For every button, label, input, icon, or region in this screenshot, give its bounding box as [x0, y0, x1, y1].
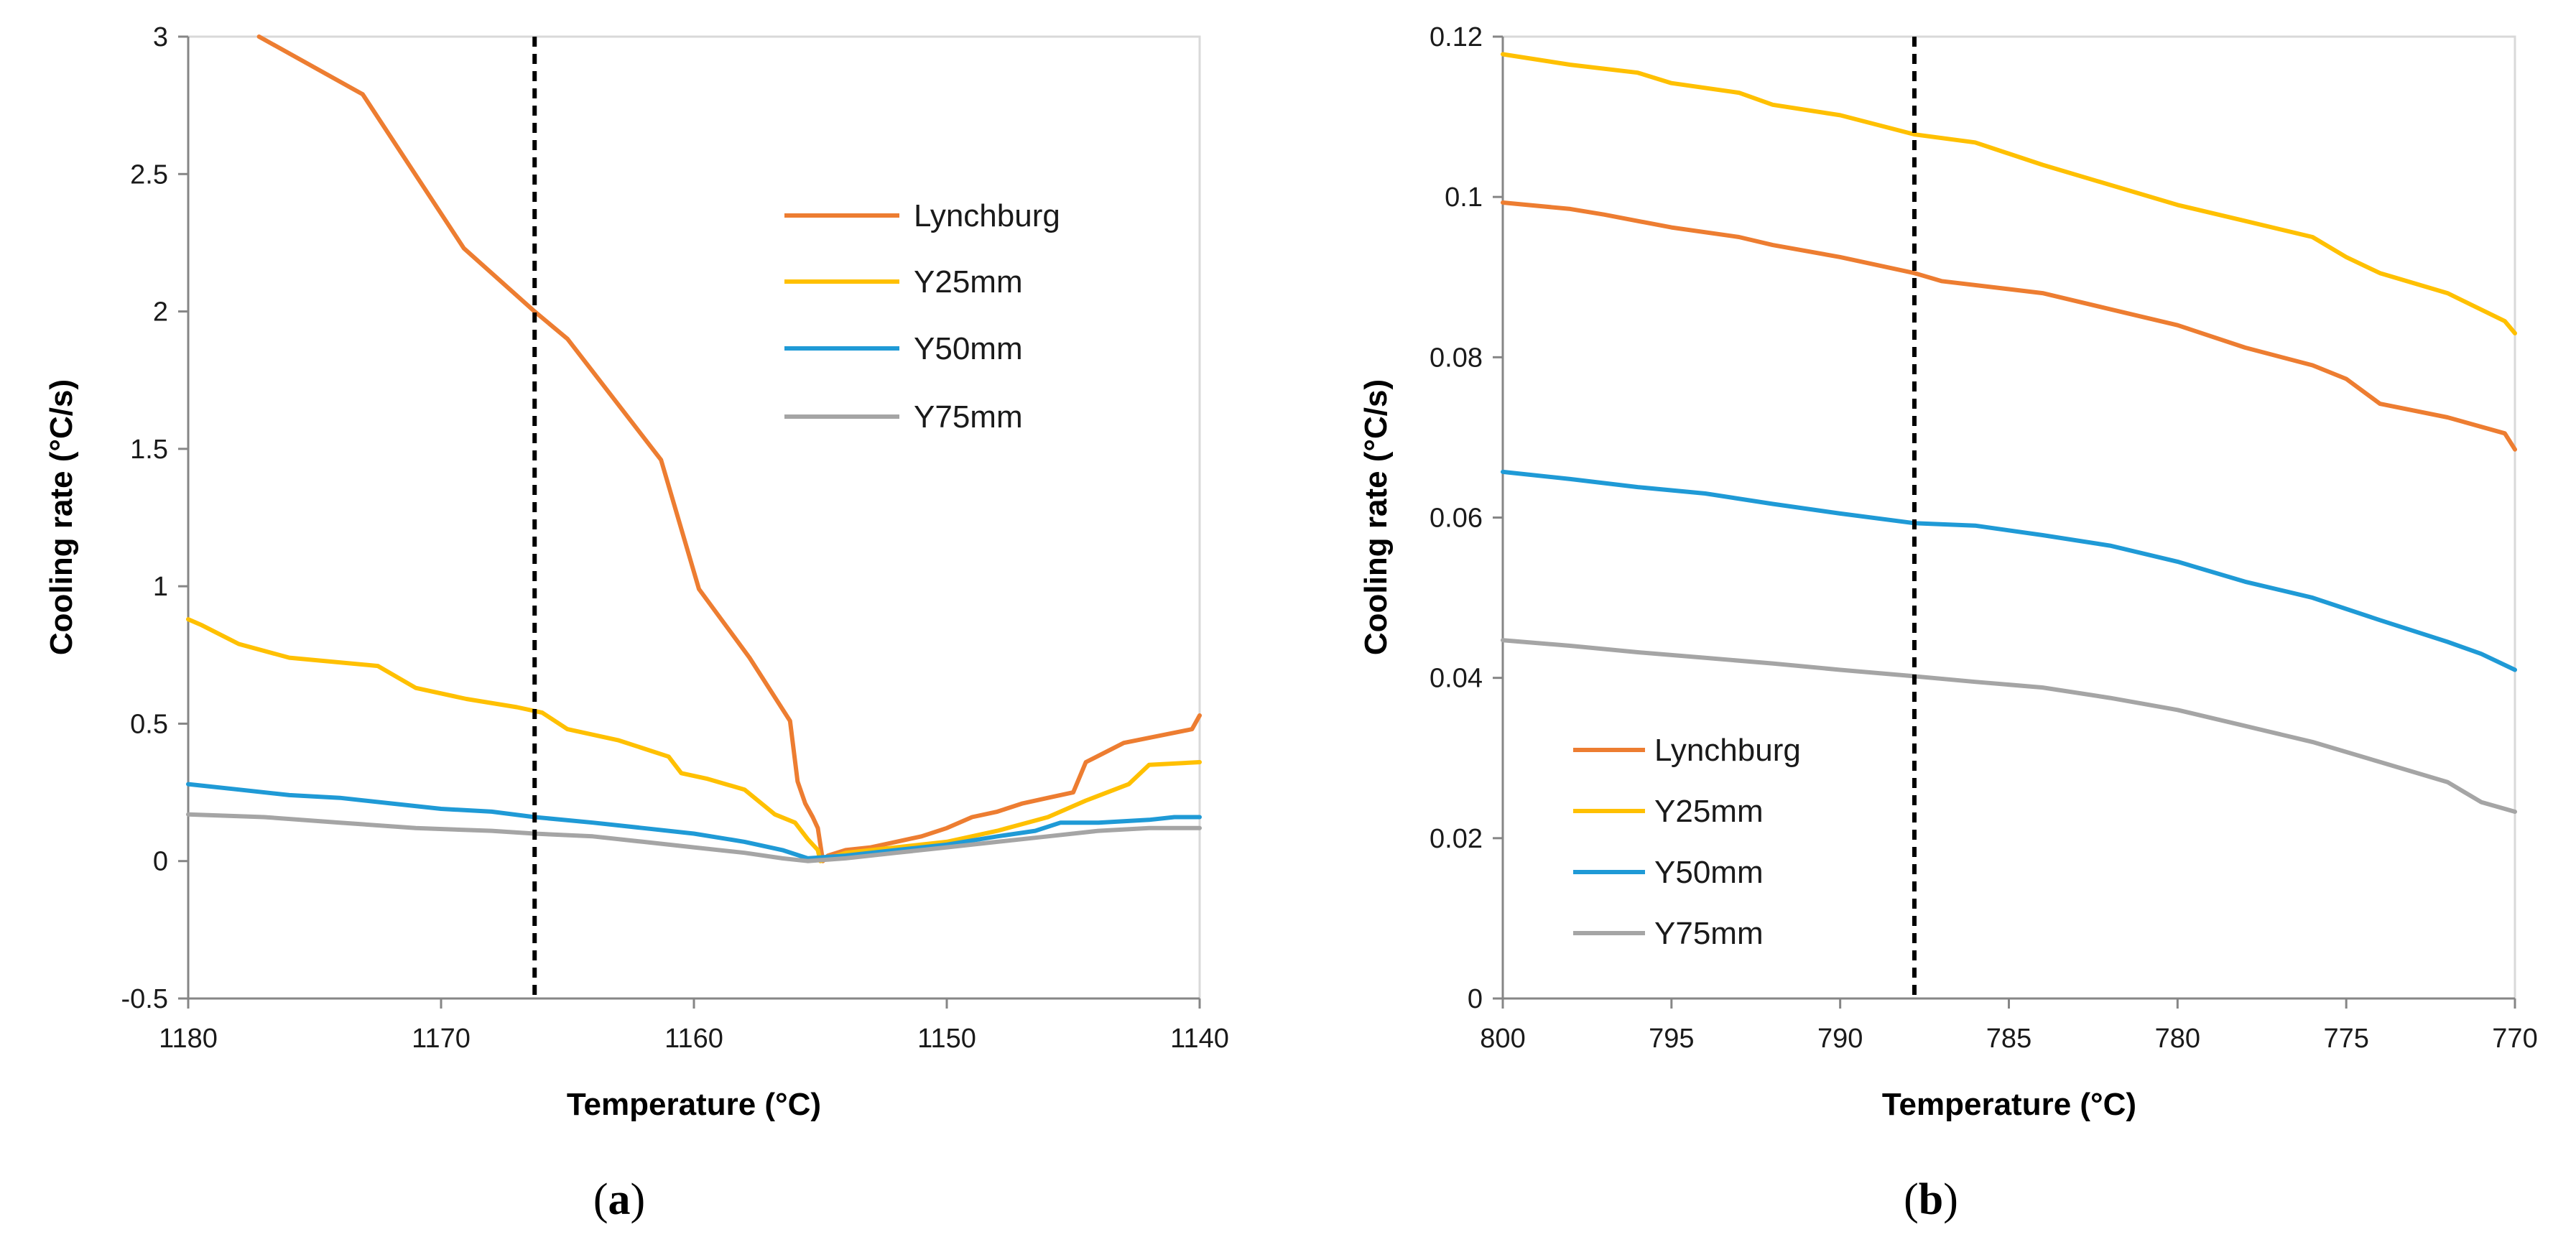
chart-a-legend-label-y75mm: Y75mm: [914, 399, 1023, 435]
chart-b-legend-item: Y25mm: [1573, 794, 1764, 829]
chart-a-y-tick-label: 1: [153, 572, 168, 602]
chart-a: -0.5 0 0.5 1 1.5 2 2.5 3 1180 1170 1160 1150 1140 C…: [44, 22, 1229, 1224]
chart-a-series-y75mm: [186, 812, 1202, 863]
chart-a-legend-item: Y25mm: [784, 264, 1023, 300]
chart-b-legend-label-y75mm: Y75mm: [1654, 916, 1764, 951]
chart-a-panel-label: (a): [593, 1175, 645, 1224]
chart-b-y-tick-label: 0.08: [1430, 343, 1483, 373]
chart-a-legend-item: Y75mm: [784, 399, 1023, 435]
chart-b-x-tick-label: 800: [1480, 1024, 1525, 1054]
chart-b-y-tick-label: 0.06: [1430, 504, 1483, 534]
chart-b-y-tick-label: 0: [1468, 984, 1483, 1014]
chart-b-series-y75mm: [1501, 638, 2517, 814]
chart-b-x-axis-title: Temperature (°C): [1882, 1087, 2136, 1122]
chart-b-legend: Lynchburg Y25mm Y50mm Y75mm: [1573, 733, 1801, 951]
chart-b-y-tick-label: 0.04: [1430, 664, 1483, 694]
chart-b-series-lynchburg: [1501, 200, 2517, 452]
chart-a-legend-label-lynchburg: Lynchburg: [914, 198, 1060, 233]
chart-a-x-tick-label: 1170: [412, 1024, 471, 1054]
chart-b-y-tick-label: 0.02: [1430, 824, 1483, 854]
chart-b-series-y25mm: [1501, 52, 2517, 335]
chart-a-legend-label-y25mm: Y25mm: [914, 264, 1023, 300]
chart-b: 0 0.02 0.04 0.06 0.08 0.1 0.12 800 795 790 785 780…: [1358, 22, 2538, 1224]
chart-a-x-tick-label: 1180: [159, 1024, 218, 1054]
chart-a-y-tick-label: -0.5: [121, 984, 168, 1014]
chart-a-y-tick-label: 3: [153, 22, 168, 52]
chart-a-series-y25mm: [186, 617, 1202, 863]
chart-b-x-tick-label: 790: [1817, 1024, 1863, 1054]
chart-b-panel-label: (b): [1904, 1175, 1958, 1224]
chart-b-legend-label-y25mm: Y25mm: [1654, 794, 1764, 829]
chart-b-y-tick-label: 0.1: [1445, 182, 1483, 213]
chart-a-y-tick-label: 2: [153, 297, 168, 328]
chart-a-y-tick-label: 2.5: [130, 159, 168, 190]
chart-a-y-tick-label: 0: [153, 847, 168, 877]
chart-a-y-axis-title: Cooling rate (°C/s): [44, 379, 79, 655]
chart-b-legend-item: Y50mm: [1573, 855, 1764, 890]
chart-a-x-tick-label: 1140: [1170, 1024, 1229, 1054]
chart-a-y-tick-label: 1.5: [130, 435, 168, 465]
chart-a-y-tick-label: 0.5: [130, 709, 168, 739]
chart-a-series-y50mm: [186, 782, 1202, 861]
chart-b-x-tick-label: 785: [1986, 1024, 2031, 1054]
chart-a-x-tick-label: 1150: [917, 1024, 976, 1054]
chart-b-x-tick-label: 795: [1649, 1024, 1694, 1054]
chart-a-legend: Lynchburg Y25mm Y50mm Y75mm: [784, 198, 1060, 435]
chart-b-x-tick-label: 775: [2323, 1024, 2368, 1054]
chart-b-series-y50mm: [1501, 469, 2517, 672]
chart-a-x-axis-title: Temperature (°C): [567, 1087, 821, 1122]
chart-b-legend-label-y50mm: Y50mm: [1654, 855, 1764, 890]
chart-b-x-tick-label: 780: [2155, 1024, 2200, 1054]
chart-a-legend-item: Y50mm: [784, 331, 1023, 366]
chart-b-x-tick-label: 770: [2492, 1024, 2537, 1054]
chart-a-legend-item: Lynchburg: [784, 198, 1060, 233]
chart-a-x-tick-label: 1160: [664, 1024, 723, 1054]
chart-b-legend-item: Y75mm: [1573, 916, 1764, 951]
chart-b-legend-item: Lynchburg: [1573, 733, 1801, 768]
chart-b-y-tick-label: 0.12: [1430, 22, 1483, 52]
chart-b-y-axis-title: Cooling rate (°C/s): [1358, 379, 1394, 655]
chart-b-legend-label-lynchburg: Lynchburg: [1654, 733, 1801, 768]
chart-a-legend-label-y50mm: Y50mm: [914, 331, 1023, 366]
